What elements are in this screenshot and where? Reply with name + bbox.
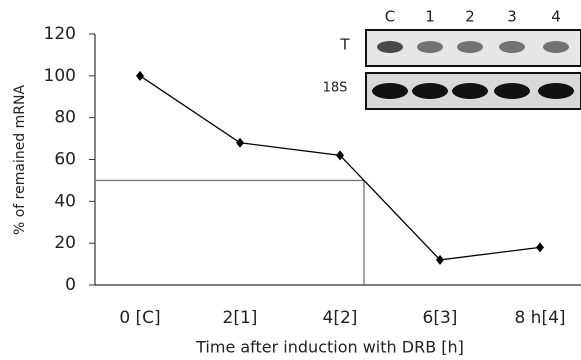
y-tick-label: 20 (54, 233, 76, 253)
blot-band (494, 83, 530, 99)
blot-band (372, 83, 408, 99)
blot-band (377, 41, 403, 53)
y-tick-label: 40 (54, 191, 76, 211)
lane-label: 2 (465, 8, 475, 26)
page: % of remained mRNA Time after induction … (0, 0, 581, 360)
blot-band (452, 83, 488, 99)
y-axis-label: % of remained mRNA (12, 85, 28, 236)
blot-band (417, 41, 443, 53)
y-tick-label: 0 (65, 275, 76, 295)
blot-band (499, 41, 525, 53)
row-label: 18S (323, 81, 348, 96)
y-tick-label: 60 (54, 150, 76, 170)
row-label: T (339, 36, 350, 54)
x-tick-label: 0 [C] (119, 308, 160, 328)
data-point (136, 71, 144, 81)
x-tick-label: 2[1] (223, 308, 258, 328)
blot-band (412, 83, 448, 99)
x-axis-label: Time after induction with DRB [h] (195, 338, 464, 357)
y-tick-label: 80 (54, 108, 76, 128)
lane-label: 4 (551, 8, 561, 26)
chart: % of remained mRNA Time after induction … (0, 0, 581, 360)
y-tick-label: 100 (44, 66, 76, 86)
data-point (536, 242, 544, 252)
data-point (236, 138, 244, 148)
y-tick-label: 120 (44, 24, 76, 44)
x-tick-label: 4[2] (323, 308, 358, 328)
lane-label: 3 (507, 8, 517, 26)
blot-band (543, 41, 569, 53)
blot-band (457, 41, 483, 53)
lane-label: 1 (425, 8, 435, 26)
lane-label: C (385, 8, 395, 26)
x-tick-label: 8 h[4] (514, 308, 565, 328)
x-tick-label: 6[3] (423, 308, 458, 328)
blot-band (538, 83, 574, 99)
